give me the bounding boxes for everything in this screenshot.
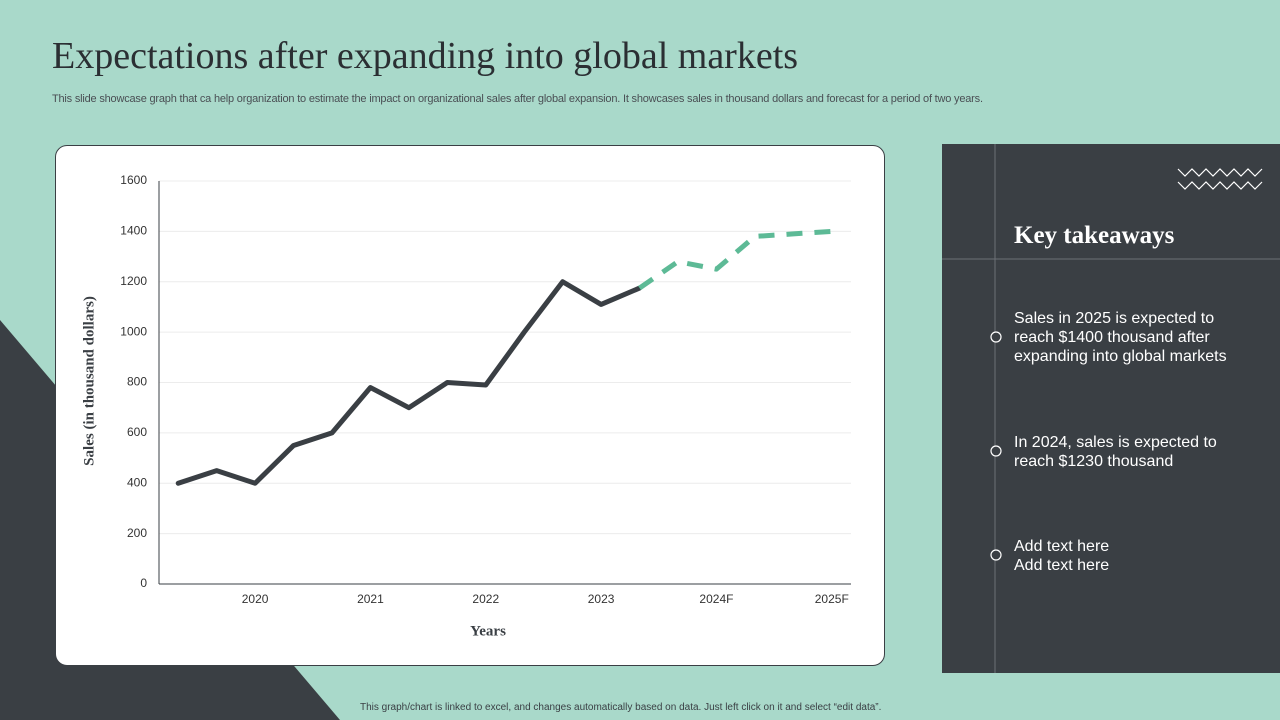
takeaway-line: Add text here <box>1014 538 1110 555</box>
y-tick-label: 1000 <box>120 324 147 338</box>
x-tick-label: 2021 <box>357 592 384 606</box>
takeaway: Sales in 2025 is expected to reach $1400 … <box>1014 309 1254 366</box>
x-tick-label: 2023 <box>588 592 615 606</box>
bullet <box>990 445 1002 457</box>
footer-note: This graph/chart is linked to excel, and… <box>360 702 882 713</box>
y-tick-label: 0 <box>140 576 147 590</box>
chart: Years Sales (in thousand dollars) 0 200 40… <box>81 173 851 639</box>
y-tick-label: 1200 <box>120 274 147 288</box>
slide-title: Expectations after expanding into global… <box>52 35 799 77</box>
y-tick-label: 800 <box>127 375 147 389</box>
takeaway-line: In 2024, sales is expected to <box>1014 434 1217 451</box>
takeaway-line: Add text here <box>1014 557 1110 574</box>
x-axis-title: Years <box>470 623 506 639</box>
takeaway-line: reach $1230 thousand <box>1014 453 1174 470</box>
takeaway: Add text here Add text here <box>1014 537 1254 575</box>
y-tick-label: 1400 <box>120 224 147 238</box>
zigzag <box>1177 168 1263 177</box>
takeaway-line: reach $1400 thousand after <box>1014 329 1210 346</box>
slide-subtitle: This slide showcase graph that ca help o… <box>52 93 983 105</box>
y-tick-label: 200 <box>127 526 147 540</box>
y-tick-label: 600 <box>127 425 147 439</box>
panel-decor <box>942 144 1280 673</box>
chart-panel: Years Sales (in thousand dollars) 0 200 40… <box>55 145 885 666</box>
line-series <box>638 228 832 291</box>
takeaway: In 2024, sales is expected to reach $1230… <box>1014 433 1254 471</box>
x-tick-label: 2025F <box>815 592 849 606</box>
y-axis-title: Sales (in thousand dollars) <box>81 296 97 466</box>
takeaways-title: Key takeaways <box>1014 222 1175 249</box>
x-tick-label: 2022 <box>472 592 499 606</box>
zigzag <box>1177 181 1263 190</box>
bullet <box>990 549 1002 561</box>
bullet <box>990 331 1002 343</box>
x-tick-label: 2020 <box>242 592 269 606</box>
takeaway-line: expanding into global markets <box>1014 348 1227 365</box>
takeaways-panel: Key takeaways Sales in 2025 is expected … <box>942 144 1280 673</box>
y-tick-label: 400 <box>127 475 147 489</box>
takeaway-line: Sales in 2025 is expected to <box>1014 310 1215 327</box>
x-tick-label: 2024F <box>699 592 733 606</box>
y-tick-label: 1600 <box>120 173 147 187</box>
line-series <box>175 279 643 486</box>
